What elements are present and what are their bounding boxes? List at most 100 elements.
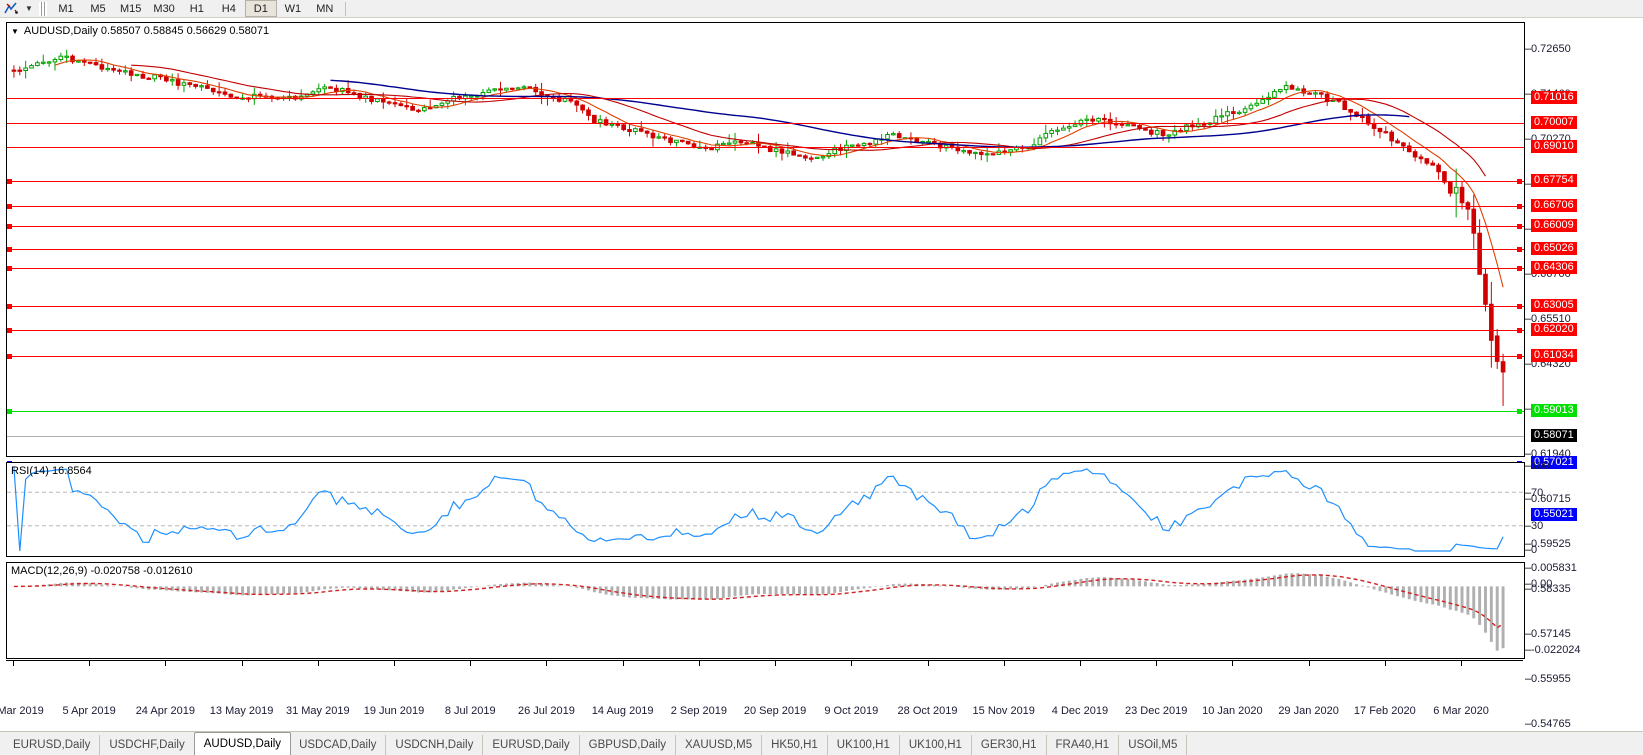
level-line-anchor[interactable] (7, 204, 12, 209)
timeframe-m1[interactable]: M1 (58, 2, 74, 15)
price-axis[interactable]: –0.72650–0.71460–0.70270–0.69080–0.67890… (1525, 22, 1643, 730)
price-axis-tick: –0.59525 (1525, 539, 1571, 550)
timeframe-m30[interactable]: M30 (153, 2, 175, 15)
timeframe-m15[interactable]: M15 (120, 2, 142, 15)
price-axis-tick: –0.60715 (1525, 494, 1571, 505)
axis-tick-label: 0.70270 (1531, 133, 1571, 145)
level-line-anchor[interactable] (1517, 224, 1522, 229)
price-level-badge-0.66009[interactable]: 0.66009 (1531, 219, 1577, 232)
chart-tab-eurusd-daily[interactable]: EURUSD,Daily (4, 735, 101, 755)
price-level-badge-0.63005[interactable]: 0.63005 (1531, 299, 1577, 312)
timeframe-d1[interactable]: D1 (244, 0, 277, 17)
indicators-icon[interactable] (0, 1, 22, 17)
chart-tab-xauusd-m5[interactable]: XAUUSD,M5 (676, 735, 763, 755)
price-level-badge-0.58071[interactable]: 0.58071 (1531, 429, 1577, 442)
chart-tab-fra40-h1[interactable]: FRA40,H1 (1047, 735, 1120, 755)
date-axis-tick (927, 660, 929, 666)
price-level-badge-0.59013[interactable]: 0.59013 (1531, 404, 1577, 417)
level-line-anchor[interactable] (7, 247, 12, 252)
level-line-anchor[interactable] (1517, 354, 1522, 359)
price-chart-panel[interactable]: ▼ AUDUSD,Daily 0.58507 0.58845 0.56629 0… (6, 22, 1525, 518)
chart-tab-uk100-h1[interactable]: UK100,H1 (900, 735, 972, 755)
macd-title: MACD(12,26,9) -0.020758 -0.012610 (11, 565, 193, 577)
level-line-anchor[interactable] (7, 179, 12, 184)
level-line-anchor[interactable] (1517, 328, 1522, 333)
level-line-0.63005[interactable] (7, 306, 1524, 307)
date-axis-tick (1232, 660, 1234, 666)
macd-panel[interactable]: MACD(12,26,9) -0.020758 -0.012610 (6, 562, 1525, 659)
rsi-axis[interactable]: –100 –70 –30 –0 (1525, 461, 1643, 557)
chart-tab-usdchf-daily[interactable]: USDCHF,Daily (100, 735, 195, 755)
chart-tab-gbpusd-daily[interactable]: GBPUSD,Daily (580, 735, 676, 755)
price-level-badge-0.55021[interactable]: 0.55021 (1531, 508, 1577, 521)
chart-tab-hk50-h1[interactable]: HK50,H1 (762, 735, 828, 755)
price-level-badge-0.66706[interactable]: 0.66706 (1531, 199, 1577, 212)
level-line-0.66009[interactable] (7, 226, 1524, 227)
chart-tab-eurusd-daily[interactable]: EURUSD,Daily (483, 735, 580, 755)
price-level-badge-0.70007[interactable]: 0.70007 (1531, 116, 1577, 129)
axis-tick-dash: – (1525, 448, 1532, 460)
price-level-badge-0.71016[interactable]: 0.71016 (1531, 91, 1577, 104)
date-axis-tick (622, 660, 624, 666)
toolbar: ▼ M1 M5 M15 M30 H1 H4 D1 W1 MN (0, 0, 1643, 18)
level-line-anchor[interactable] (1517, 304, 1522, 309)
level-line-anchor[interactable] (1517, 204, 1522, 209)
price-axis-tick: –0.57145 (1525, 629, 1571, 640)
level-line-anchor[interactable] (7, 354, 12, 359)
axis-tick-dash: – (1525, 403, 1532, 415)
price-level-badge-0.62020[interactable]: 0.62020 (1531, 323, 1577, 336)
level-line-anchor[interactable] (7, 304, 12, 309)
level-line-0.67754[interactable] (7, 181, 1524, 182)
price-level-badge-0.61034[interactable]: 0.61034 (1531, 349, 1577, 362)
level-line-0.69010[interactable] (7, 147, 1524, 148)
timeframe-h4[interactable]: H4 (221, 2, 236, 15)
macd-axis-tick: –0.00 (1525, 579, 1552, 590)
level-line-anchor[interactable] (7, 266, 12, 271)
level-line-0.64306[interactable] (7, 268, 1524, 269)
level-line-0.70007[interactable] (7, 123, 1524, 124)
level-line-anchor[interactable] (7, 328, 12, 333)
chart-tab-usdcad-daily[interactable]: USDCAD,Daily (290, 735, 387, 755)
macd-axis[interactable]: –0.005831 –0.00 –-0.022024 (1525, 562, 1643, 659)
axis-tick-label: 0.66700 (1531, 268, 1571, 280)
timeframe-m5[interactable]: M5 (90, 2, 106, 15)
chart-tab-usoil-m5[interactable]: USOil,M5 (1119, 735, 1188, 755)
rsi-line-svg (7, 466, 1524, 552)
level-line-0.65026[interactable] (7, 249, 1524, 250)
price-axis-tick: –0.61940 (1525, 449, 1571, 460)
level-line-0.61034[interactable] (7, 356, 1524, 357)
level-line-anchor[interactable] (7, 409, 12, 414)
chart-tab-ger30-h1[interactable]: GER30,H1 (972, 735, 1047, 755)
price-level-badge-0.64306[interactable]: 0.64306 (1531, 261, 1577, 274)
price-level-badge-0.57021[interactable]: 0.57021 (1531, 456, 1577, 469)
price-level-badge-0.69010[interactable]: 0.69010 (1531, 140, 1577, 153)
date-axis-tick (89, 660, 91, 666)
level-line-anchor[interactable] (1517, 247, 1522, 252)
timeframe-w1[interactable]: W1 (284, 2, 302, 15)
price-level-badge-0.67754[interactable]: 0.67754 (1531, 174, 1577, 187)
timeframe-h1[interactable]: H1 (189, 2, 204, 15)
date-axis[interactable]: 18 Mar 2019 5 Apr 2019 24 Apr 2019 13 May 2… (0, 660, 1525, 717)
level-line-0.71016[interactable] (7, 98, 1524, 99)
indicators-dropdown-caret[interactable]: ▼ (25, 4, 33, 13)
chart-collapse-caret-icon[interactable]: ▼ (11, 26, 19, 36)
chart-tab-uk100-h1[interactable]: UK100,H1 (828, 735, 900, 755)
date-axis-tick (851, 660, 853, 666)
level-line-0.66706[interactable] (7, 206, 1524, 207)
toolbar-grip[interactable] (39, 1, 47, 16)
level-line-0.62020[interactable] (7, 330, 1524, 331)
chart-tab-usdcnh-daily[interactable]: USDCNH,Daily (386, 735, 484, 755)
chart-tab-audusd-daily[interactable]: AUDUSD,Daily (193, 732, 292, 755)
level-line-anchor[interactable] (1517, 266, 1522, 271)
date-axis-tick (394, 660, 395, 666)
level-line-0.58071[interactable] (7, 436, 1524, 437)
timeframe-mn[interactable]: MN (316, 2, 334, 15)
level-line-0.59013[interactable] (7, 411, 1524, 412)
rsi-panel[interactable]: RSI(14) 16.8564 (6, 462, 1525, 557)
level-line-anchor[interactable] (1517, 409, 1522, 414)
price-level-badge-0.65026[interactable]: 0.65026 (1531, 242, 1577, 255)
level-line-anchor[interactable] (1517, 179, 1522, 184)
level-line-anchor[interactable] (7, 224, 12, 229)
axis-tick-label: 0 (1531, 544, 1538, 556)
date-axis-tick (12, 660, 14, 666)
